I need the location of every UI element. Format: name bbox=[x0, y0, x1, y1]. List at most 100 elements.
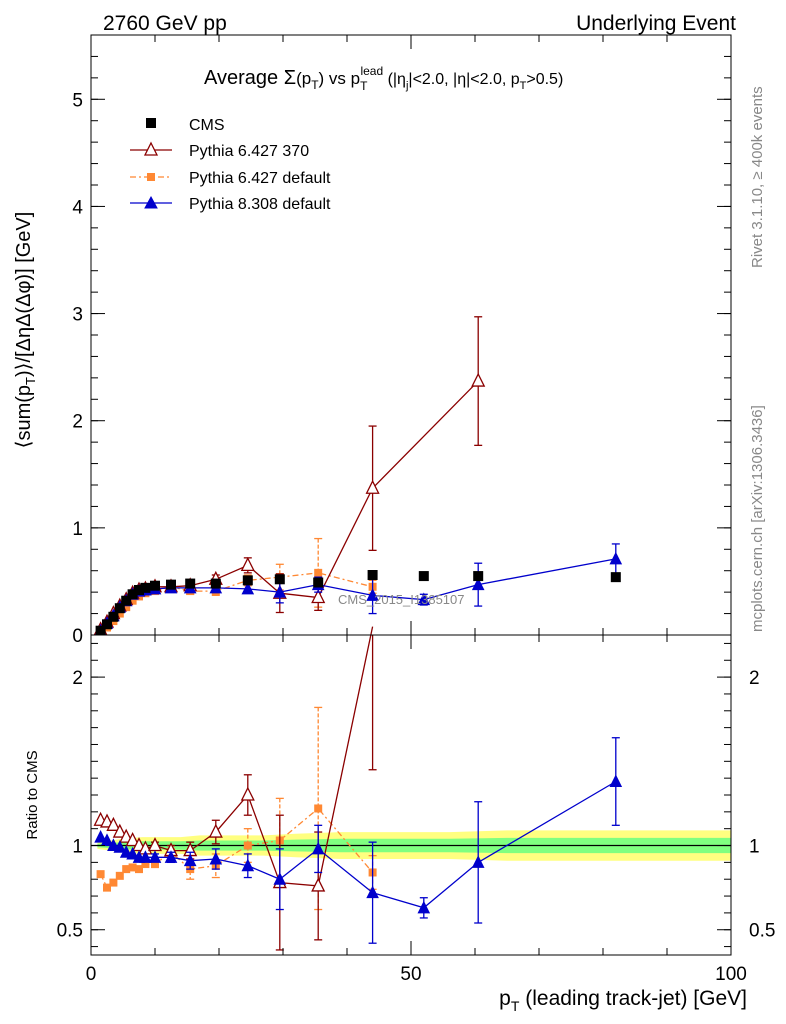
ratio-axis-ticks: 0.5 0.5 1 1 2 2 0 50 100 bbox=[57, 635, 775, 985]
legend-label-cms: CMS bbox=[189, 117, 225, 134]
ratio-panel: 0.5 0.5 1 1 2 2 0 50 100 Ratio to CMS pT (leadin… bbox=[24, 626, 775, 1014]
main-ytick-label: 0 bbox=[72, 626, 83, 647]
ylabel-sub: T bbox=[23, 377, 38, 385]
ratio-pythia-6-427-default-point bbox=[243, 841, 252, 850]
xlabel-sub: T bbox=[511, 998, 520, 1014]
title-sub-1: T bbox=[311, 78, 319, 92]
main-cms-point bbox=[134, 585, 144, 595]
ratio-ytick-label-right: 2 bbox=[749, 668, 760, 689]
legend-marker-cms bbox=[146, 118, 156, 128]
title-sigma: Σ bbox=[284, 67, 296, 89]
main-marks bbox=[93, 316, 623, 637]
title-sub-4: T bbox=[520, 80, 527, 92]
ratio-pythia-8-308-default-point bbox=[471, 855, 485, 868]
ratio-pythia-6-427-370-point bbox=[125, 832, 140, 847]
legend-marker-pythia6-default bbox=[147, 173, 155, 181]
ratio-ytick-label: 0.5 bbox=[57, 921, 83, 942]
main-cms-point bbox=[140, 582, 151, 593]
ylabel-part-b: )⟩/[ΔηΔ(Δφ)] [GeV] bbox=[13, 212, 35, 377]
main-ytick-label: 4 bbox=[72, 197, 83, 218]
ratio-pythia-6-427-370-point bbox=[106, 816, 121, 831]
legend-marker-pythia8-default bbox=[144, 195, 158, 209]
main-axis-ticks: 0 1 2 3 4 5 bbox=[72, 34, 732, 647]
main-pythia-8-308-default-point bbox=[273, 585, 287, 598]
main-pythia-8-308-default-point bbox=[366, 588, 379, 601]
ratio-pythia-6-427-default-point bbox=[96, 870, 105, 879]
title-part-6: >0.5) bbox=[526, 71, 563, 88]
main-pythia-6-427-370-point bbox=[471, 372, 486, 387]
ratio-pythia-8-308-default-point bbox=[241, 858, 255, 872]
legend-entry-pythia6-370: Pythia 6.427 370 bbox=[130, 141, 309, 160]
title-sub-2: T bbox=[360, 79, 368, 93]
xlabel-part-a: p bbox=[499, 987, 511, 1010]
main-cms-point bbox=[121, 595, 132, 606]
main-pythia-8-308-default-point bbox=[417, 592, 431, 606]
main-cms-point bbox=[274, 574, 285, 585]
ratio-pythia-6-427-default-point bbox=[109, 878, 118, 887]
ratio-y-axis-label: Ratio to CMS bbox=[24, 750, 41, 839]
main-y-axis-label: ⟨sum(pT)⟩/[ΔηΔ(Δφ)] [GeV] bbox=[13, 212, 38, 449]
ratio-pythia-6-427-370-point bbox=[240, 786, 255, 801]
main-cms-point bbox=[166, 579, 176, 590]
x-tick-label: 0 bbox=[86, 964, 97, 985]
main-cms-point bbox=[210, 578, 221, 589]
main-cms-point bbox=[313, 577, 324, 588]
legend-entry-cms: CMS bbox=[146, 117, 225, 134]
main-ytick-label: 3 bbox=[72, 305, 83, 326]
title-part-5: |<2.0, |η|<2.0, p bbox=[408, 71, 519, 88]
title-sup-lead: lead bbox=[360, 64, 383, 78]
main-cms-point bbox=[473, 571, 484, 582]
main-pythia-6-427-default-point bbox=[128, 596, 137, 605]
ratio-ytick-label: 2 bbox=[72, 668, 83, 689]
ratio-pythia-8-308-default-point bbox=[417, 900, 431, 914]
ratio-pythia-8-308-default-point bbox=[183, 853, 197, 867]
main-cms-point bbox=[418, 571, 429, 582]
main-plot-area bbox=[91, 35, 731, 635]
ratio-pythia-8-308-default-point bbox=[148, 850, 162, 863]
main-pythia-8-308-default-point bbox=[609, 551, 623, 565]
ratio-pythia-6-427-370-point bbox=[311, 877, 326, 892]
mcplots-label: mcplots.cern.ch [arXiv:1306.3436] bbox=[749, 405, 766, 632]
ratio-pythia-8-308-default-point bbox=[273, 872, 287, 885]
legend-label-pythia8-default: Pythia 8.308 default bbox=[189, 196, 331, 213]
x-tick-label: 100 bbox=[715, 964, 747, 985]
title-part-4: (|η bbox=[383, 71, 406, 88]
ratio-bands bbox=[91, 830, 731, 861]
ratio-pythia-8-308-default-point bbox=[113, 840, 127, 853]
main-pythia-8-308-default-point bbox=[241, 581, 255, 595]
main-cms-point bbox=[367, 570, 378, 580]
main-cms-series bbox=[95, 570, 621, 636]
main-pythia-6-427-370-point bbox=[311, 589, 326, 604]
ratio-pythia-6-427-370-point bbox=[208, 823, 223, 838]
ratio-pythia-8-308-default-point bbox=[100, 833, 114, 846]
ratio-pythia-6-427-default-point bbox=[103, 883, 111, 892]
title-part-1: Average bbox=[204, 67, 284, 89]
main-ytick-label: 5 bbox=[72, 90, 83, 111]
ratio-ytick-label: 1 bbox=[72, 837, 83, 858]
header-right: Underlying Event bbox=[576, 12, 736, 35]
xlabel-part-b: (leading track-jet) [GeV] bbox=[519, 987, 747, 1010]
ratio-pythia-6-427-370-series bbox=[93, 626, 377, 951]
main-cms-point bbox=[114, 603, 125, 614]
ratio-ytick-label-right: 0.5 bbox=[749, 921, 775, 942]
header-left: 2760 GeV pp bbox=[103, 12, 227, 35]
legend: CMS Pythia 6.427 370 Pythia 6.427 defaul… bbox=[130, 117, 331, 213]
ratio-pythia-8-308-default-point bbox=[126, 846, 139, 860]
main-cms-point bbox=[95, 625, 106, 636]
main-pythia-6-427-default-point bbox=[122, 603, 131, 612]
legend-entry-pythia8-default: Pythia 8.308 default bbox=[130, 195, 331, 213]
main-ytick-label: 2 bbox=[72, 412, 83, 433]
ratio-marks bbox=[93, 626, 623, 951]
main-cms-point bbox=[185, 578, 196, 589]
ratio-pythia-8-308-default-series bbox=[94, 737, 623, 944]
main-pythia-8-308-default-point bbox=[471, 577, 485, 591]
title-sub-3: j bbox=[405, 80, 408, 92]
x-axis-label: pT (leading track-jet) [GeV] bbox=[499, 987, 747, 1014]
ylabel-part-a: ⟨sum(p bbox=[13, 385, 35, 448]
main-pythia-6-427-370-point bbox=[240, 556, 255, 572]
ratio-pythia-8-308-default-point bbox=[164, 850, 178, 863]
ratio-pythia-6-427-default-point bbox=[115, 871, 124, 880]
legend-label-pythia6-default: Pythia 6.427 default bbox=[189, 170, 331, 187]
